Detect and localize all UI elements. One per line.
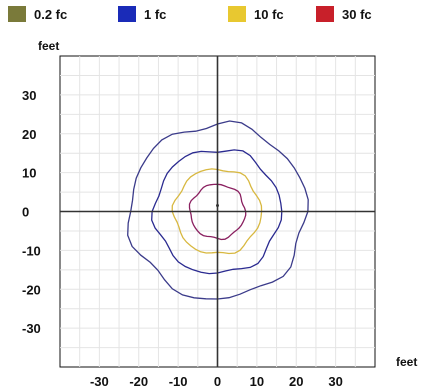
y-tick-label: -20 bbox=[22, 282, 41, 297]
y-tick-label: -10 bbox=[22, 243, 41, 258]
x-axis-label: feet bbox=[396, 355, 417, 369]
legend-item: 0.2 fc bbox=[8, 6, 67, 22]
legend-item: 30 fc bbox=[316, 6, 372, 22]
x-tick-label: -10 bbox=[169, 374, 188, 389]
legend-item: 10 fc bbox=[228, 6, 284, 22]
x-tick-labels: -30 -20 -10 0 10 20 30 bbox=[90, 374, 343, 389]
zero-axes bbox=[60, 56, 375, 367]
y-tick-label: 20 bbox=[22, 127, 36, 142]
legend: 0.2 fc 1 fc 10 fc 30 fc bbox=[8, 6, 372, 22]
legend-swatch bbox=[316, 6, 334, 22]
x-tick-label: 10 bbox=[250, 374, 264, 389]
y-tick-label: 10 bbox=[22, 166, 36, 181]
y-tick-label: -30 bbox=[22, 321, 41, 336]
x-tick-label: 0 bbox=[214, 374, 221, 389]
x-tick-label: 20 bbox=[289, 374, 303, 389]
x-tick-label: -20 bbox=[129, 374, 148, 389]
x-tick-label: 30 bbox=[328, 374, 342, 389]
legend-item: 1 fc bbox=[118, 6, 166, 22]
legend-swatch bbox=[228, 6, 246, 22]
legend-label: 0.2 fc bbox=[34, 7, 67, 22]
legend-label: 1 fc bbox=[144, 7, 166, 22]
x-tick-label: -30 bbox=[90, 374, 109, 389]
legend-swatch bbox=[8, 6, 26, 22]
y-axis-label: feet bbox=[38, 39, 59, 53]
y-tick-label: 0 bbox=[22, 205, 29, 220]
y-tick-labels: 30 20 10 0 -10 -20 -30 bbox=[22, 88, 41, 336]
legend-label: 30 fc bbox=[342, 7, 372, 22]
y-tick-label: 30 bbox=[22, 88, 36, 103]
legend-swatch bbox=[118, 6, 136, 22]
legend-label: 10 fc bbox=[254, 7, 284, 22]
origin-marker bbox=[216, 204, 219, 207]
plot-area bbox=[59, 55, 376, 368]
